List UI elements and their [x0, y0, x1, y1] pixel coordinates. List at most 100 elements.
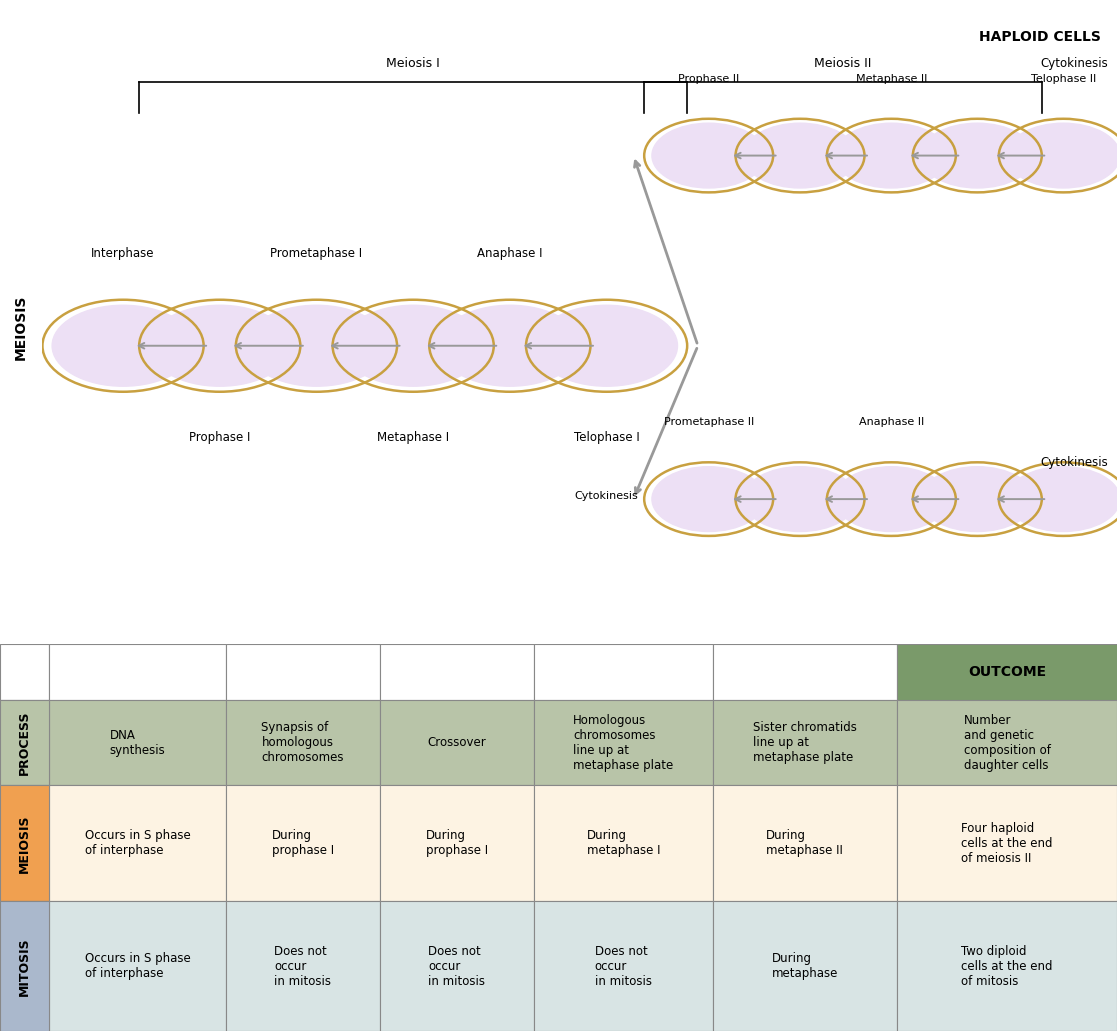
Bar	[897, 700, 1117, 786]
Text: Meiosis II: Meiosis II	[814, 57, 871, 70]
Bar	[49, 644, 226, 700]
Text: OUTCOME: OUTCOME	[968, 665, 1046, 679]
Text: Homologous
chromosomes
line up at
metaphase plate: Homologous chromosomes line up at metaph…	[573, 713, 674, 772]
Bar	[380, 901, 534, 1031]
Bar	[226, 786, 380, 901]
Text: HAPLOID CELLS: HAPLOID CELLS	[978, 30, 1101, 44]
Text: Metaphase II: Metaphase II	[856, 74, 927, 84]
Bar	[226, 700, 380, 786]
Bar	[0, 700, 49, 786]
Text: Prophase I: Prophase I	[189, 431, 250, 444]
Text: MITOSIS: MITOSIS	[18, 937, 31, 996]
Circle shape	[652, 123, 765, 188]
Bar	[534, 901, 713, 1031]
Bar	[0, 901, 49, 1031]
Circle shape	[342, 305, 484, 387]
Bar	[897, 786, 1117, 901]
Text: Prophase: Prophase	[465, 753, 523, 766]
Text: Two diploid
cells at the end
of mitosis: Two diploid cells at the end of mitosis	[962, 944, 1052, 988]
Text: Prometaphase II: Prometaphase II	[663, 418, 754, 428]
Text: Four haploid
cells at the end
of meiosis II: Four haploid cells at the end of meiosis…	[962, 822, 1052, 865]
Text: MEIOSIS: MEIOSIS	[18, 814, 31, 872]
Circle shape	[919, 746, 1025, 784]
Bar	[713, 644, 897, 700]
Bar	[0, 700, 49, 786]
Bar	[713, 700, 897, 786]
Circle shape	[745, 807, 887, 858]
Circle shape	[920, 123, 1034, 188]
Bar	[380, 786, 534, 901]
Circle shape	[423, 807, 565, 858]
Text: Telophase I: Telophase I	[574, 431, 639, 444]
Circle shape	[57, 807, 199, 858]
Bar	[713, 901, 897, 1031]
Text: During
metaphase: During metaphase	[772, 953, 838, 980]
Bar	[226, 644, 380, 700]
Circle shape	[439, 305, 581, 387]
Bar	[380, 644, 534, 700]
Circle shape	[246, 305, 388, 387]
Bar	[0, 644, 49, 700]
Text: Anaphase: Anaphase	[571, 899, 632, 912]
Bar	[534, 644, 713, 700]
Circle shape	[149, 305, 290, 387]
Bar	[226, 901, 380, 1031]
Bar	[0, 901, 49, 1031]
Circle shape	[536, 305, 678, 387]
Bar	[897, 901, 1117, 1031]
Text: Sister chromatids
line up at
metaphase plate: Sister chromatids line up at metaphase p…	[753, 722, 857, 764]
Bar	[49, 786, 226, 901]
Text: Cytokinesis: Cytokinesis	[1040, 57, 1108, 70]
Text: Crossover: Crossover	[428, 736, 486, 750]
Text: During
prophase I: During prophase I	[271, 830, 334, 858]
Text: Cytokinesis: Cytokinesis	[1040, 456, 1108, 469]
Bar	[534, 700, 713, 786]
Text: Anaphase I: Anaphase I	[477, 247, 543, 260]
Text: MEIOSIS: MEIOSIS	[15, 295, 28, 360]
Text: DNA
synthesis: DNA synthesis	[109, 729, 165, 757]
Text: Prometaphase: Prometaphase	[449, 899, 538, 912]
Circle shape	[834, 467, 948, 532]
Text: During
metaphase II: During metaphase II	[766, 830, 843, 858]
Bar	[534, 786, 713, 901]
Text: DIPLOID CELLS: DIPLOID CELLS	[985, 992, 1101, 1005]
Text: During
metaphase I: During metaphase I	[586, 830, 660, 858]
Circle shape	[920, 467, 1034, 532]
Text: Occurs in S phase
of interphase: Occurs in S phase of interphase	[85, 830, 190, 858]
Text: Telophase II: Telophase II	[1031, 74, 1096, 84]
Circle shape	[1006, 467, 1117, 532]
Circle shape	[638, 807, 780, 858]
Circle shape	[652, 467, 765, 532]
Text: Metaphase I: Metaphase I	[378, 431, 449, 444]
Text: Prophase II: Prophase II	[678, 74, 739, 84]
Circle shape	[52, 305, 194, 387]
Text: Prometaphase I: Prometaphase I	[270, 247, 363, 260]
Text: Interphase: Interphase	[92, 247, 155, 260]
Bar	[0, 786, 49, 901]
Text: Does not
occur
in mitosis: Does not occur in mitosis	[274, 944, 332, 988]
Bar	[897, 644, 1117, 700]
Circle shape	[834, 123, 948, 188]
Circle shape	[743, 467, 857, 532]
Text: Meiosis I: Meiosis I	[386, 57, 440, 70]
Bar	[49, 700, 226, 786]
Text: Synapsis of
homologous
chromosomes: Synapsis of homologous chromosomes	[261, 722, 344, 764]
Circle shape	[531, 807, 672, 858]
Text: Telophase: Telophase	[678, 753, 739, 766]
Text: PROCESS: PROCESS	[18, 710, 31, 775]
Circle shape	[743, 123, 857, 188]
Text: MITOSIS: MITOSIS	[15, 800, 28, 865]
Text: Interphase: Interphase	[95, 753, 162, 766]
Text: Does not
occur
in mitosis: Does not occur in mitosis	[594, 944, 652, 988]
Text: Number
and genetic
composition of
daughter cells: Number and genetic composition of daught…	[964, 713, 1050, 772]
Bar	[713, 786, 897, 901]
Bar	[49, 901, 226, 1031]
Text: Anaphase II: Anaphase II	[859, 418, 924, 428]
Circle shape	[1006, 123, 1117, 188]
Bar	[0, 786, 49, 901]
Text: Cytokinesis: Cytokinesis	[575, 491, 639, 501]
Text: During
prophase I: During prophase I	[426, 830, 488, 858]
Text: Metaphase: Metaphase	[566, 753, 636, 766]
Text: Does not
occur
in mitosis: Does not occur in mitosis	[428, 944, 486, 988]
Bar	[380, 700, 534, 786]
